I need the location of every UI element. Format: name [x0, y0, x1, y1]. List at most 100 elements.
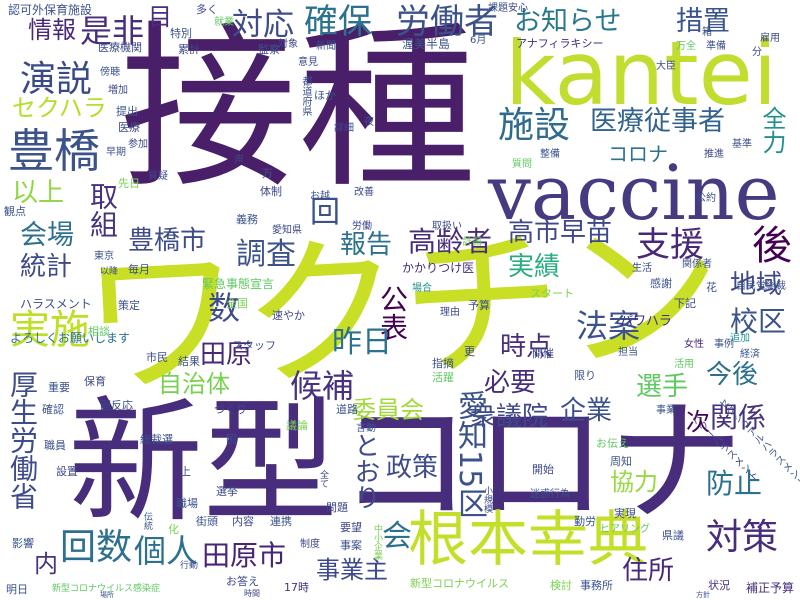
word-koyaku: 公約: [696, 193, 716, 204]
word-kijun: 基準: [732, 139, 752, 150]
word-daijin: 大臣: [656, 61, 676, 72]
word-enzetsu: 演説: [20, 59, 93, 100]
word-maitsuki: 毎月: [128, 263, 150, 276]
word-hoiku: 保育: [84, 375, 106, 388]
word-josei: 女性: [684, 339, 704, 350]
word-seido: 制度: [300, 539, 320, 550]
word-tsuika: 追加: [730, 333, 750, 344]
word-doro: 道路: [336, 403, 358, 416]
word-chosa: 調査: [236, 237, 296, 272]
word-shugiin: 衆議院: [470, 402, 549, 432]
word-kouku: 校区: [730, 305, 787, 338]
word-kinro: 勤労: [574, 515, 596, 528]
word-gaito: 街頭: [196, 515, 218, 528]
word-aichi-15ku: 愛知15区: [452, 390, 487, 519]
word-hokoku: 報告: [340, 230, 393, 260]
word-riyu: 理由: [440, 307, 460, 318]
word-sumiyaka: 速やか: [272, 309, 305, 322]
word-kagiri: 限り: [574, 369, 596, 382]
word-subete: 全て: [318, 470, 328, 488]
word-atsumi-hanto: 渥美半島: [402, 37, 451, 51]
word-kojin: 個人: [134, 532, 199, 570]
word-senkyo: 選挙: [216, 485, 238, 498]
word-joho: 情報: [28, 16, 76, 44]
word-toori: とおり: [350, 432, 380, 510]
word-tahara: 田原: [200, 340, 253, 370]
word-meiwaku: 迷惑行為: [530, 489, 570, 500]
word-shisetsu: 施設: [498, 105, 571, 146]
word-tokei: 統計: [20, 252, 73, 282]
word-jiten: 時点: [500, 332, 553, 362]
word-sekuhara: セクハラ: [12, 94, 107, 122]
word-naiyo: 内容: [232, 515, 254, 528]
word-yoru: 夜: [364, 117, 374, 128]
word-soki: 早期: [106, 147, 126, 158]
word-senshu: 選手: [636, 372, 689, 402]
word-gimu: 義務: [236, 213, 258, 226]
word-17ji: 17時: [284, 581, 309, 594]
word-man: 万: [262, 167, 273, 180]
word-jiminto-sosai: 自民党総裁: [736, 281, 786, 292]
word-seikatsu: 生活: [632, 263, 652, 274]
word-hoan: 法案: [576, 307, 641, 345]
word-jian: 事案: [340, 539, 362, 552]
word-ninkagai: 認可外保育施設: [8, 3, 93, 17]
word-shuchi: 周知: [610, 455, 632, 468]
word-zukuri: づくり: [214, 403, 247, 416]
word-secchi: 設置: [56, 465, 78, 478]
word-boshi: 防止: [706, 467, 763, 500]
word-jitsugen: 実現: [614, 507, 636, 520]
word-shiteki: 指摘: [432, 357, 454, 370]
word-taisaku: 対策: [706, 517, 779, 558]
word-aichiken: 愛知県: [272, 225, 302, 236]
word-kengi: 県議: [662, 529, 684, 542]
word-corona: コロナ: [608, 142, 668, 166]
word-oshirase: お知らせ: [514, 6, 622, 37]
word-baai: 場合: [412, 283, 432, 294]
word-shokuba: 職場: [176, 497, 198, 510]
word-kuni: 国: [226, 433, 237, 446]
word-dento: 伝統: [142, 512, 152, 530]
word-keikaku: 計画: [462, 237, 482, 248]
word-jisseki: 実績: [508, 252, 561, 282]
word-shinbun: 新聞: [316, 41, 336, 52]
word-iko: 以降: [100, 267, 119, 277]
word-sosaisen: 総裁選: [140, 433, 173, 446]
word-hoshin: 方針: [696, 591, 710, 599]
word-seibi: 整備: [540, 149, 560, 160]
word-kakuho: 確保: [304, 2, 372, 42]
word-sakutei: 策定: [118, 299, 140, 312]
word-keizai: 経済: [740, 349, 760, 360]
word-tsugi: 次: [686, 408, 710, 436]
word-ooku: 多く: [196, 3, 218, 16]
word-shokibo: 小規模: [482, 486, 492, 513]
word-kankeisha: 関係者: [682, 259, 712, 270]
word-basho: 場所: [100, 591, 114, 599]
word-kansha: 感謝: [650, 277, 672, 290]
word-harassment: ハラスメント: [20, 297, 92, 311]
word-jisshi: 実施: [10, 307, 90, 353]
word-shokuin: 職員: [44, 439, 66, 452]
word-anshin: 安心: [508, 3, 528, 14]
word-setsushu: 接種: [120, 5, 476, 212]
word-go: 後: [752, 223, 792, 269]
word-kaishi: 開始: [532, 463, 554, 476]
word-zehi: 是非: [80, 12, 145, 50]
word-tahara-shi: 田原市: [202, 539, 287, 572]
word-kadai: 課題: [488, 3, 508, 14]
word-takaichi-sanae: 高市早苗: [508, 218, 613, 248]
word-seisaku: 政策: [386, 453, 439, 483]
word-hosei-yosan: 補正予算: [746, 581, 795, 595]
word-vaccine: vaccine: [488, 148, 780, 237]
word-hoka: ほか: [314, 89, 336, 102]
word-bocho: 傍聴: [100, 67, 120, 78]
word-sochi: 措置: [676, 6, 730, 37]
word-ruikei: 累計: [178, 43, 200, 56]
word-pawahara: パワハラ: [620, 314, 672, 329]
word-torikumi: 取組: [86, 182, 119, 238]
word-eikyo: 影響: [12, 537, 34, 550]
word-jigyonushi: 事業主: [316, 556, 388, 584]
word-iinkai: 委員会: [352, 396, 424, 424]
word-otsutae: お伝え: [596, 437, 629, 450]
word-okoshi: お越: [310, 191, 330, 202]
